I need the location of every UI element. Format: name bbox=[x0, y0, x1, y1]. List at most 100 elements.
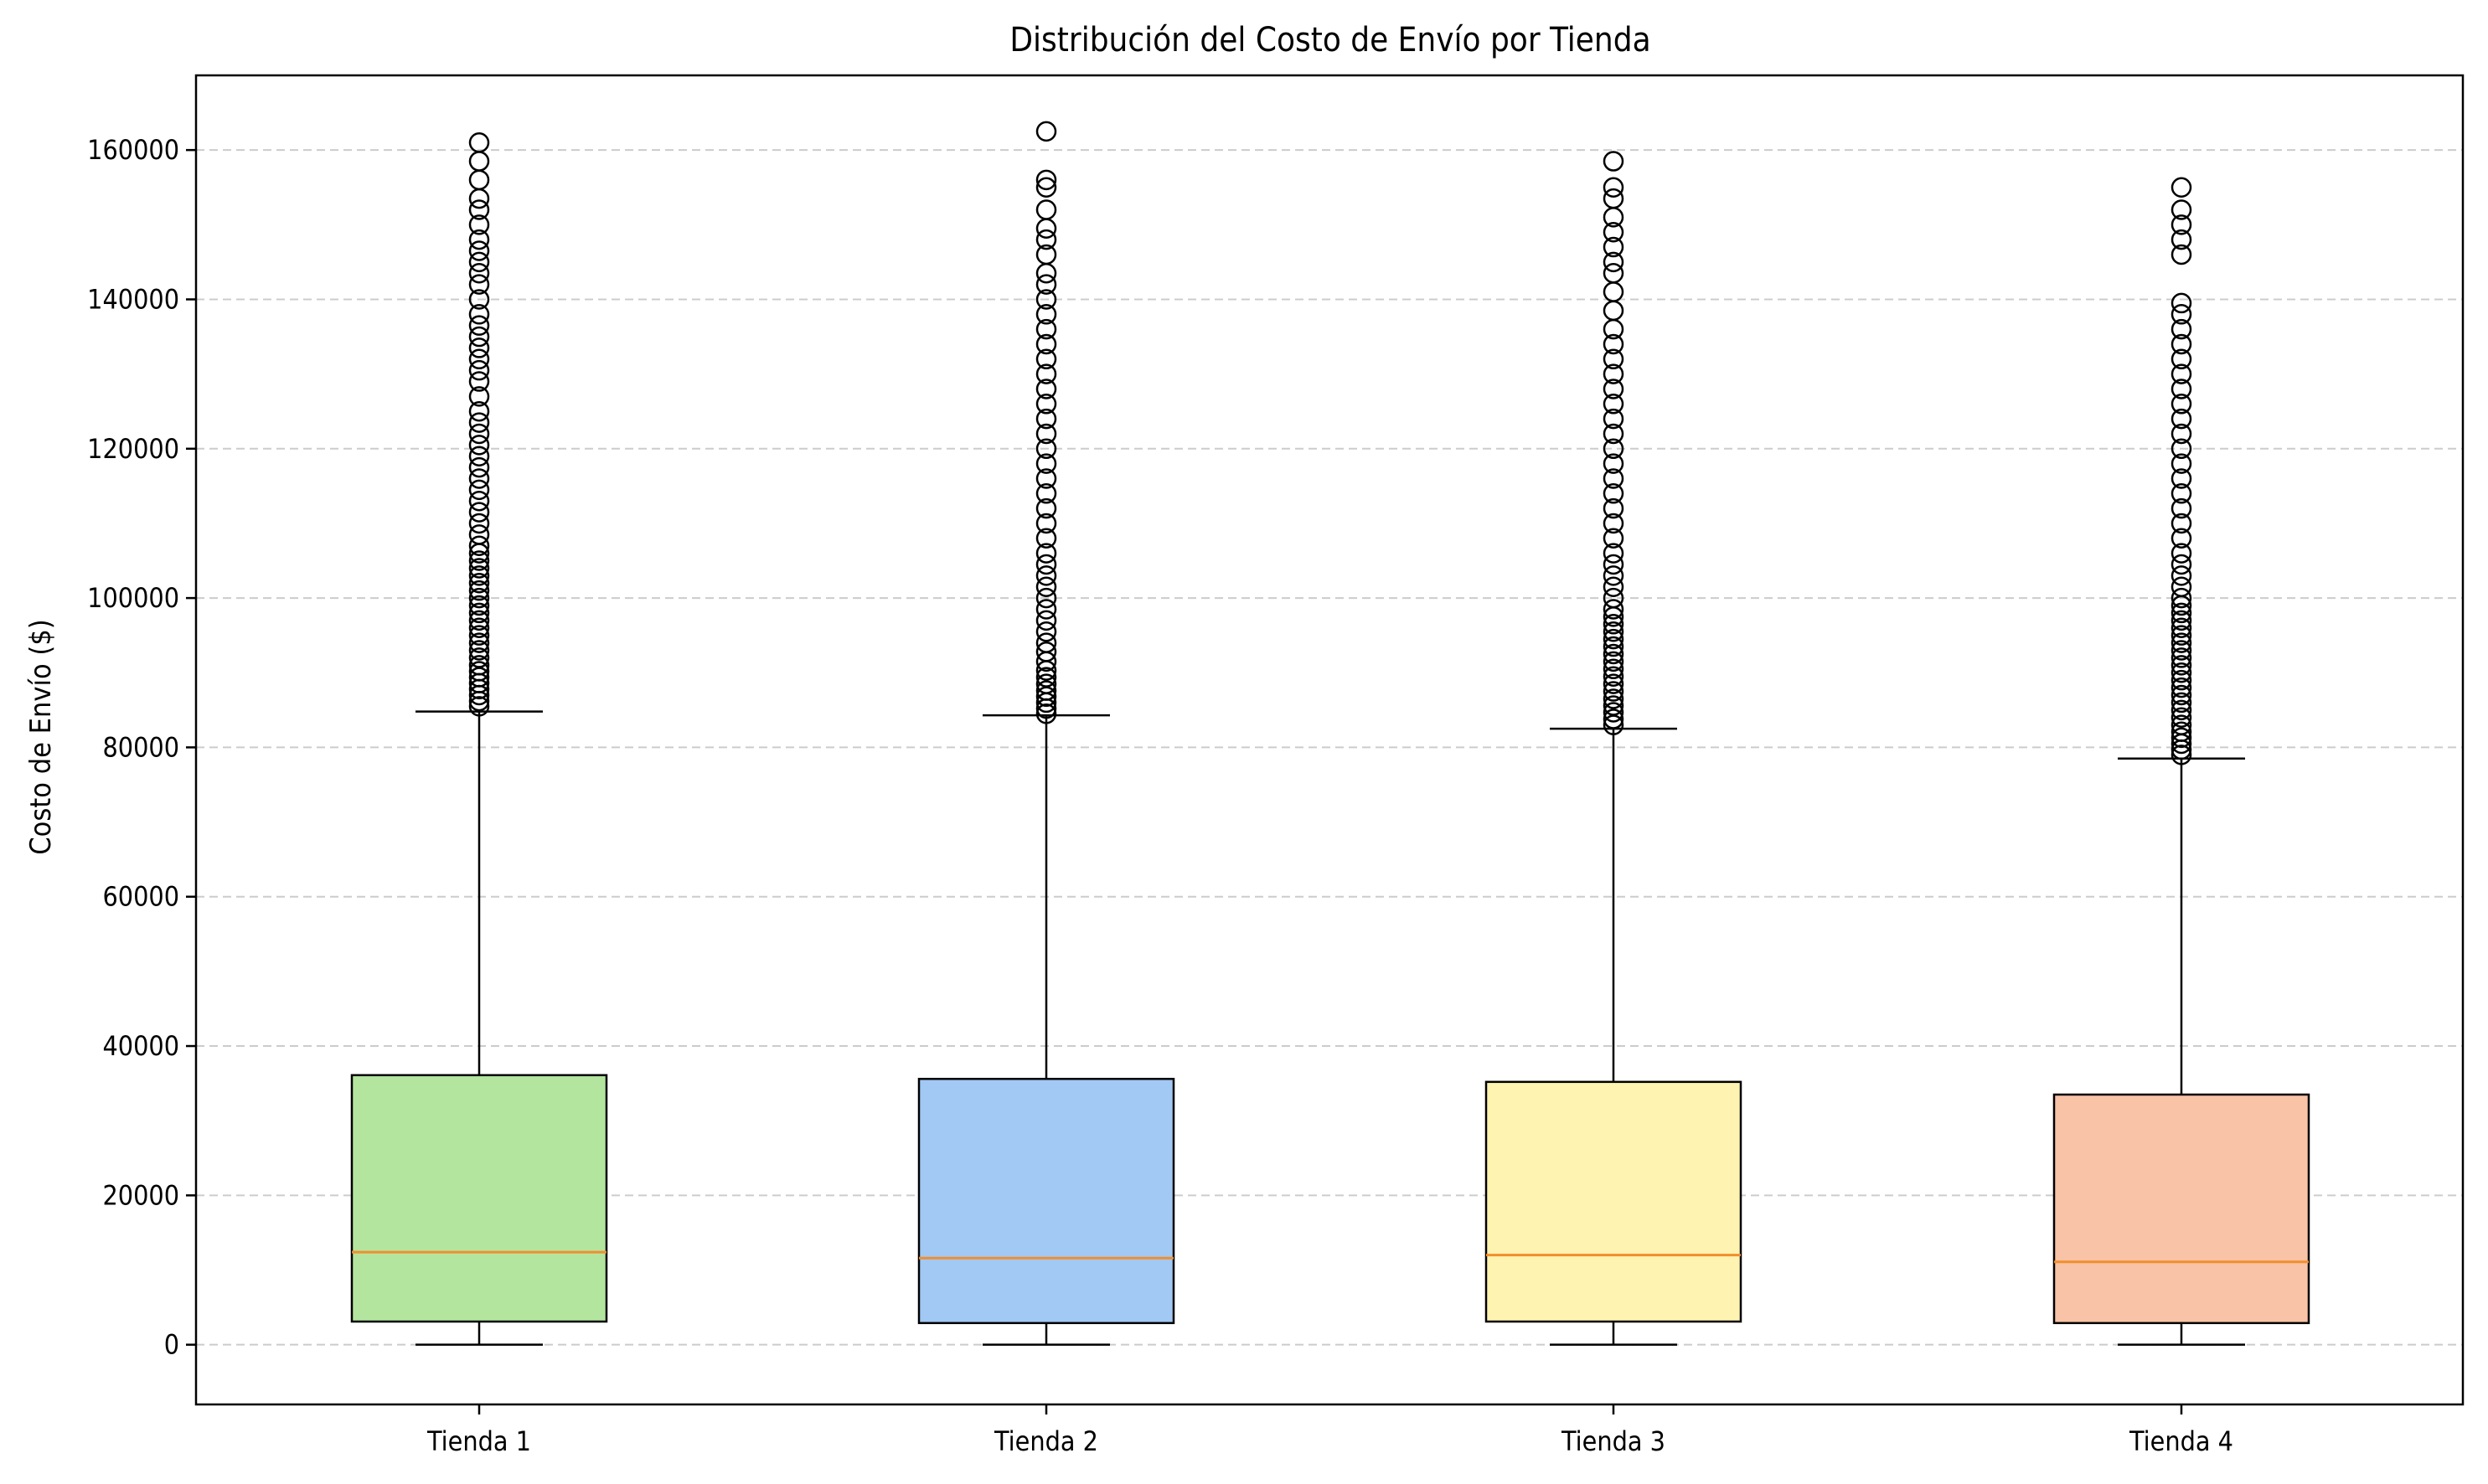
outlier-point bbox=[1603, 554, 1624, 575]
box-group-4 bbox=[2052, 177, 2310, 1346]
outlier-point bbox=[1035, 348, 1057, 370]
outlier-point bbox=[2171, 214, 2192, 235]
y-tick-label: 120000 bbox=[87, 433, 179, 465]
outlier-point bbox=[2171, 543, 2192, 564]
outlier-point bbox=[1035, 304, 1057, 325]
outlier-point bbox=[1035, 394, 1057, 415]
outlier-point bbox=[468, 348, 490, 370]
outlier-point bbox=[1603, 565, 1624, 586]
outlier-point bbox=[1035, 244, 1057, 265]
outlier-point bbox=[468, 625, 490, 646]
outlier-point bbox=[1035, 121, 1057, 142]
outlier-point bbox=[468, 565, 490, 586]
outlier-point bbox=[468, 550, 490, 571]
y-axis: 0 20000 40000 60000 80000 100000 120000 140000 1… bbox=[87, 134, 196, 1361]
outlier-point bbox=[2171, 394, 2192, 415]
outlier-point bbox=[2171, 677, 2192, 698]
outlier-point bbox=[2171, 610, 2192, 631]
outlier-point bbox=[468, 386, 490, 407]
x-tick-label: Tienda 4 bbox=[2129, 1425, 2233, 1457]
outlier-point bbox=[1603, 576, 1624, 597]
outlier-point bbox=[2171, 565, 2192, 586]
outlier-point bbox=[2171, 587, 2192, 609]
outlier-point bbox=[2171, 714, 2192, 735]
y-tick-label: 80000 bbox=[102, 731, 179, 763]
outlier-point bbox=[1035, 599, 1057, 620]
outlier-point bbox=[1035, 438, 1057, 460]
outlier-point bbox=[468, 479, 490, 501]
outlier-point bbox=[2171, 318, 2192, 340]
outlier-point bbox=[468, 240, 490, 261]
outlier-point bbox=[1035, 177, 1057, 198]
outlier-point bbox=[1603, 251, 1624, 273]
y-tick-label: 40000 bbox=[102, 1030, 179, 1062]
outlier-point bbox=[1035, 610, 1057, 631]
y-tick-label: 140000 bbox=[87, 283, 179, 315]
outlier-point bbox=[468, 304, 490, 325]
y-tick-label: 0 bbox=[164, 1329, 179, 1361]
outlier-point bbox=[468, 412, 490, 433]
outlier-point bbox=[468, 573, 490, 594]
outlier-point bbox=[1035, 318, 1057, 340]
outlier-point bbox=[1603, 702, 1624, 723]
outlier-point bbox=[2171, 576, 2192, 597]
outlier-point bbox=[1035, 642, 1057, 662]
outlier-point bbox=[2171, 483, 2192, 504]
outlier-point bbox=[468, 229, 490, 250]
outlier-point bbox=[468, 359, 490, 381]
outlier-point bbox=[1603, 468, 1624, 489]
outlier-point bbox=[468, 435, 490, 456]
outlier-point bbox=[1603, 188, 1624, 209]
outlier-point bbox=[2171, 640, 2192, 661]
chart-title: Distribución del Costo de Envío por Tien… bbox=[1009, 21, 1650, 59]
outlier-point bbox=[1603, 658, 1624, 680]
y-axis-label: Costo de Envío ($) bbox=[24, 619, 58, 854]
outlier-point bbox=[1603, 513, 1624, 534]
outlier-point bbox=[2171, 727, 2192, 749]
outlier-point bbox=[1035, 408, 1057, 430]
outlier-point bbox=[2171, 348, 2192, 370]
box-iqr bbox=[350, 1074, 608, 1323]
outlier-point bbox=[468, 371, 490, 392]
outlier-point bbox=[468, 199, 490, 220]
outlier-point bbox=[1035, 632, 1057, 653]
outlier-point bbox=[1603, 666, 1624, 687]
outlier-point bbox=[468, 535, 490, 556]
outlier-point bbox=[1603, 651, 1624, 672]
outlier-point bbox=[1603, 628, 1624, 650]
outlier-point bbox=[1035, 680, 1057, 701]
outlier-point bbox=[2171, 721, 2192, 742]
outlier-point bbox=[1603, 263, 1624, 284]
outlier-point bbox=[1035, 543, 1057, 564]
outlier-point bbox=[1603, 408, 1624, 430]
outlier-point bbox=[2171, 662, 2192, 683]
outlier-point bbox=[1035, 333, 1057, 355]
outlier-point bbox=[2171, 647, 2192, 668]
outlier-point bbox=[2171, 497, 2192, 519]
outlier-point bbox=[468, 580, 490, 601]
outlier-point bbox=[1603, 673, 1624, 694]
x-axis: Tienda 1 Tienda 2 Tienda 3 Tienda 4 bbox=[426, 1404, 2233, 1457]
outlier-point bbox=[468, 326, 490, 348]
x-tick-label: Tienda 2 bbox=[994, 1425, 1098, 1457]
outlier-point bbox=[1603, 543, 1624, 564]
outlier-point bbox=[468, 595, 490, 616]
outlier-point bbox=[468, 610, 490, 631]
outlier-point bbox=[468, 502, 490, 523]
outlier-point bbox=[1603, 709, 1624, 729]
outlier-point bbox=[468, 423, 490, 445]
outlier-point bbox=[2171, 692, 2192, 714]
box-iqr bbox=[917, 1078, 1175, 1325]
outlier-point bbox=[2171, 602, 2192, 624]
y-tick-label: 100000 bbox=[87, 582, 179, 614]
outlier-point bbox=[1603, 636, 1624, 657]
x-tick-label: Tienda 1 bbox=[426, 1425, 531, 1457]
outlier-point bbox=[1603, 151, 1624, 172]
outlier-point bbox=[2171, 745, 2192, 765]
y-tick-label: 160000 bbox=[87, 134, 179, 166]
outlier-point bbox=[1603, 587, 1624, 609]
outlier-point bbox=[1603, 221, 1624, 243]
outlier-point bbox=[1035, 554, 1057, 575]
outlier-point bbox=[468, 602, 490, 624]
x-tick-label: Tienda 3 bbox=[1561, 1425, 1665, 1457]
